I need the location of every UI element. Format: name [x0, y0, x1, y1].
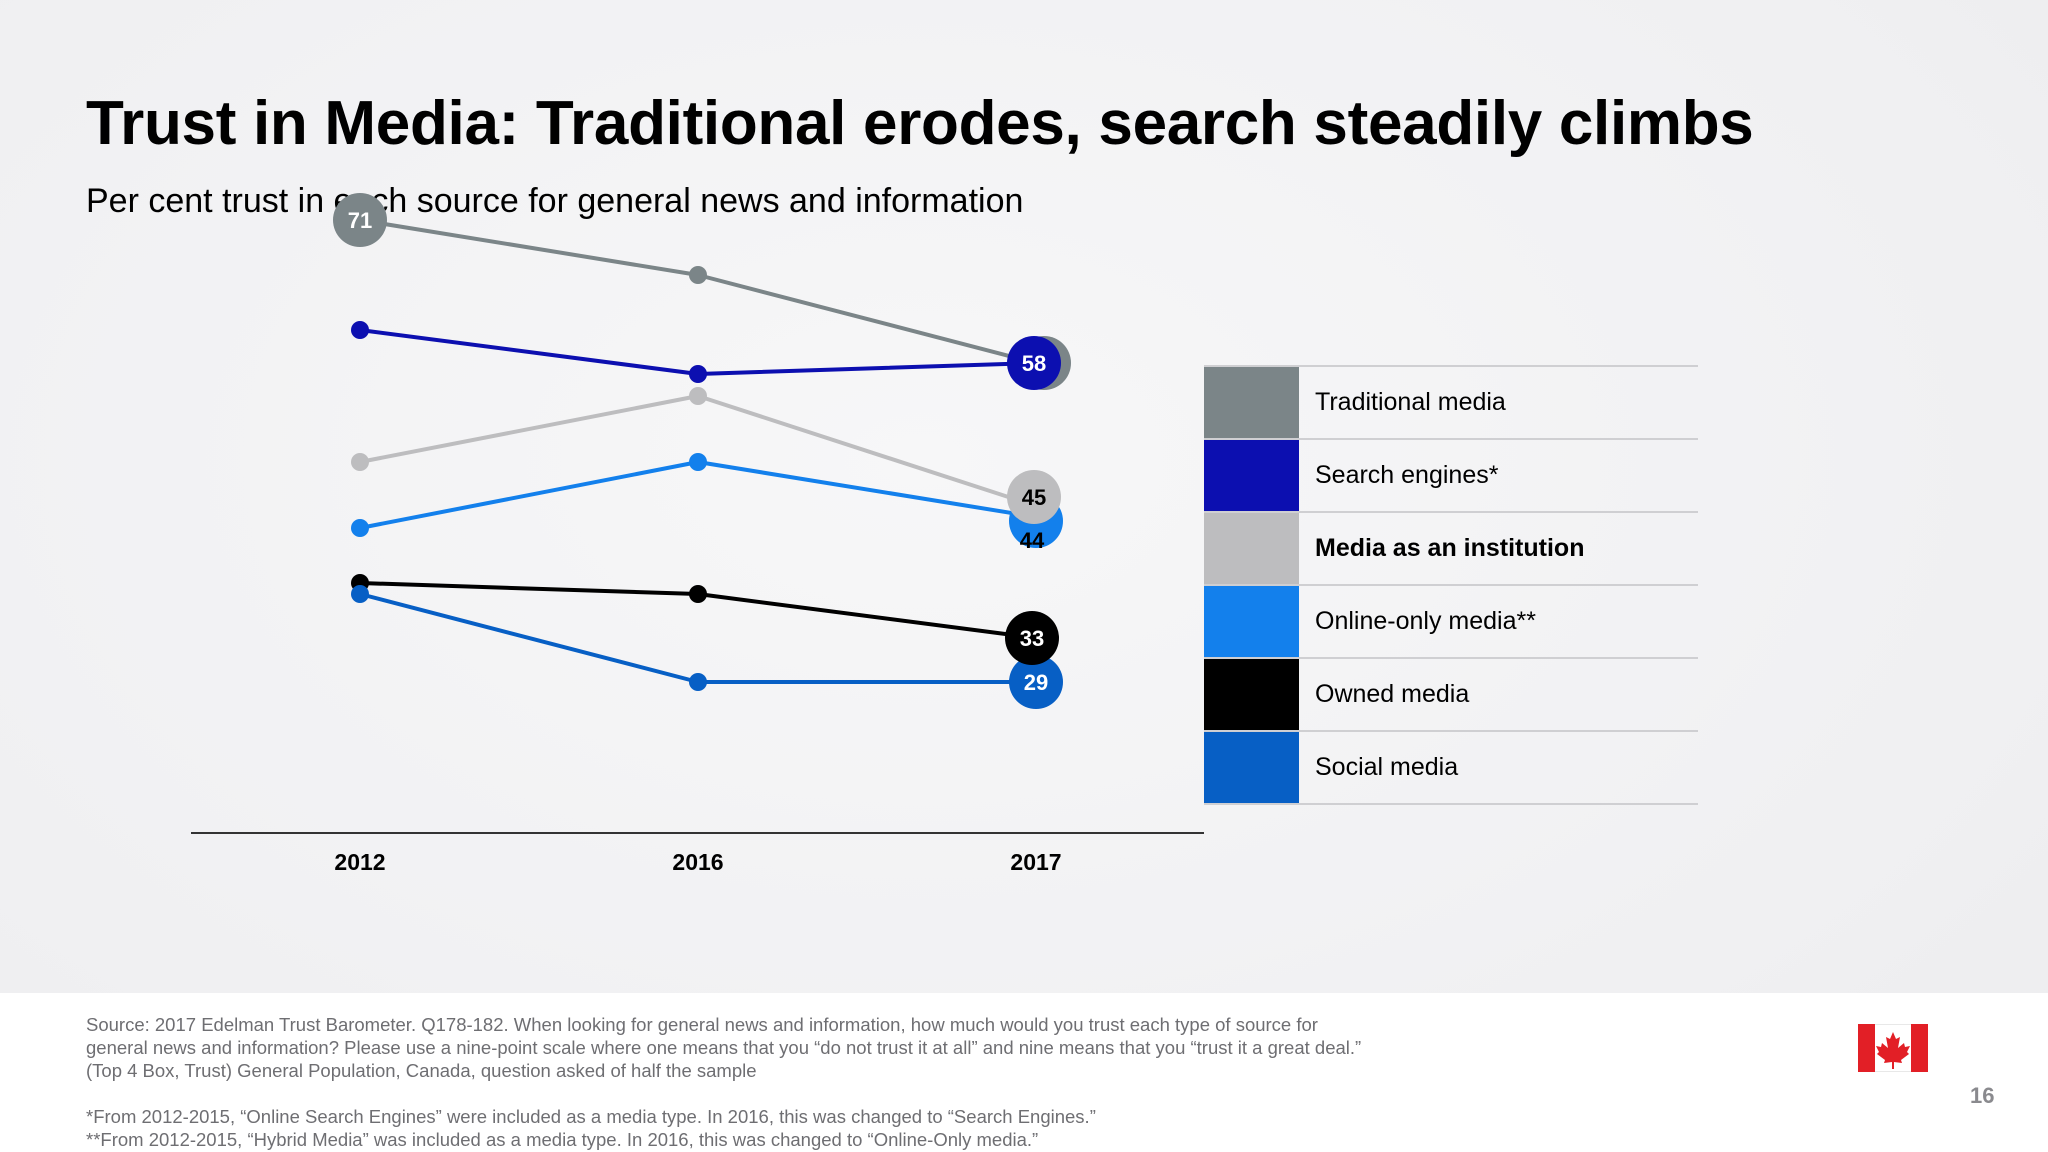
page-subtitle: Per cent trust in each source for genera… — [86, 182, 1024, 220]
data-label: 58 — [1022, 351, 1046, 376]
data-label: 33 — [1020, 626, 1044, 651]
legend-label: Search engines* — [1315, 461, 1499, 489]
legend-label: Media as an institution — [1315, 534, 1585, 562]
page-number: 16 — [1970, 1083, 1995, 1108]
page-title: Trust in Media: Traditional erodes, sear… — [86, 89, 1754, 158]
footnote: *From 2012-2015, “Online Search Engines”… — [86, 1106, 1096, 1127]
legend-swatch — [1204, 586, 1299, 657]
footer — [0, 993, 2048, 1152]
legend-item-owned-media: Owned media — [1204, 657, 1698, 730]
legend-item-media-as-institution: Media as an institution — [1204, 511, 1698, 584]
data-point — [689, 585, 707, 603]
data-label: 71 — [348, 208, 372, 233]
legend-swatch — [1204, 732, 1299, 803]
data-point-bubble — [1009, 655, 1063, 709]
data-point — [351, 453, 369, 471]
legend-label: Online-only media** — [1315, 607, 1536, 635]
legend-swatch — [1204, 659, 1299, 730]
data-point — [351, 585, 369, 603]
legend-item-search-engines: Search engines* — [1204, 438, 1698, 511]
data-point — [689, 365, 707, 383]
source-line: Source: 2017 Edelman Trust Barometer. Q1… — [86, 1014, 1318, 1035]
data-point — [351, 321, 369, 339]
data-point-bubble — [1005, 611, 1059, 665]
source-line: general news and information? Please use… — [86, 1037, 1362, 1058]
data-label: 29 — [1024, 670, 1048, 695]
data-point — [351, 519, 369, 537]
legend-label: Owned media — [1315, 680, 1470, 708]
chart-legend: Traditional media Search engines* Media … — [1204, 365, 1698, 805]
data-point — [689, 453, 707, 471]
series-line — [359, 592, 1036, 684]
legend-item-online-only-media: Online-only media** — [1204, 584, 1698, 657]
canada-flag-icon — [1858, 1024, 1928, 1072]
legend-swatch — [1204, 440, 1299, 511]
source-line: (Top 4 Box, Trust) General Population, C… — [86, 1060, 757, 1081]
x-tick-label: 2017 — [1010, 849, 1061, 875]
source-notes: Source: 2017 Edelman Trust Barometer. Q1… — [86, 1013, 1486, 1151]
legend-swatch — [1204, 513, 1299, 584]
data-point-bubble — [1007, 470, 1061, 524]
data-point — [689, 266, 707, 284]
data-label: 45 — [1022, 485, 1046, 510]
legend-swatch — [1204, 367, 1299, 438]
legend-item-social-media: Social media — [1204, 730, 1698, 805]
series-line — [359, 394, 1037, 508]
data-point — [689, 673, 707, 691]
data-point-bubble — [333, 193, 387, 247]
data-point-bubble — [1007, 336, 1061, 390]
data-point — [689, 387, 707, 405]
x-tick-label: 2012 — [334, 849, 385, 875]
legend-label: Social media — [1315, 753, 1459, 781]
footnote: **From 2012-2015, “Hybrid Media” was inc… — [86, 1129, 1039, 1150]
legend-label: Traditional media — [1315, 388, 1506, 416]
x-tick-label: 2016 — [672, 849, 723, 875]
data-label: 44 — [1020, 528, 1045, 553]
legend-item-traditional-media: Traditional media — [1204, 365, 1698, 438]
